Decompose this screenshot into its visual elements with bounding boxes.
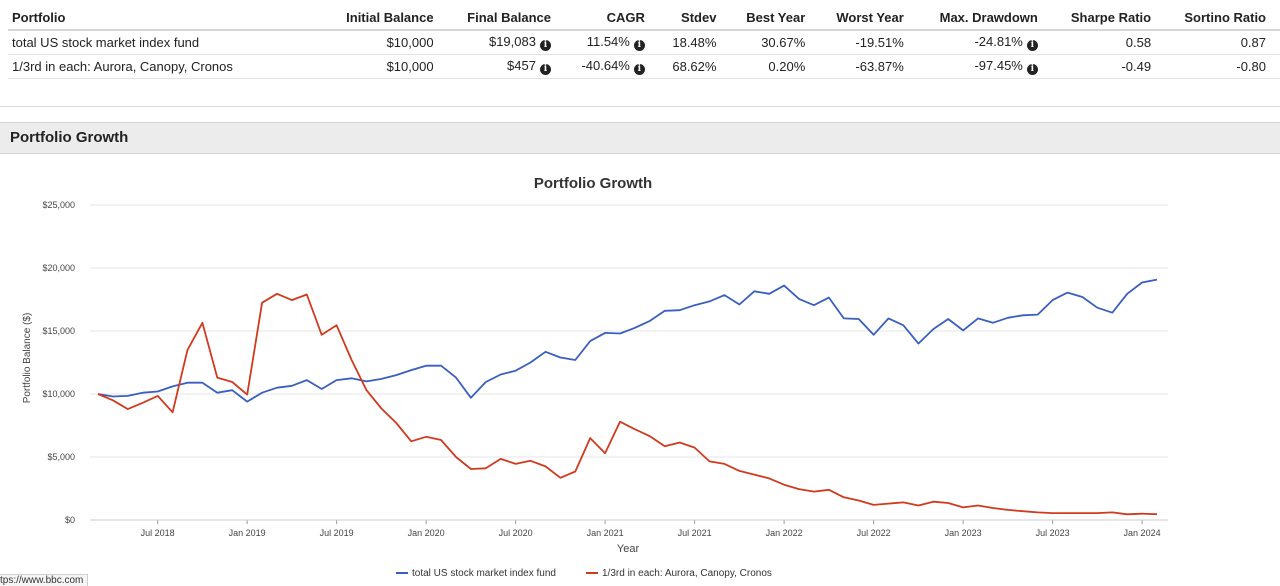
section-divider <box>0 106 1280 107</box>
header-stdev[interactable]: Stdev <box>658 6 731 31</box>
cagr-value: 11.54% <box>586 34 630 49</box>
y-tick-label: $10,000 <box>42 389 75 399</box>
series-line-1[interactable] <box>97 278 1158 403</box>
x-tick-label: Jul 2018 <box>141 528 175 538</box>
cell-initial-balance: $10,000 <box>326 54 448 79</box>
cell-worst-year: -63.87% <box>819 54 918 79</box>
y-tick-label: $5,000 <box>47 452 75 462</box>
status-bar-url: tps://www.bbc.com <box>0 574 89 586</box>
cell-cagr: 11.54% i <box>564 30 659 55</box>
x-tick-label: Jul 2020 <box>499 528 533 538</box>
header-best-year[interactable]: Best Year <box>730 6 820 31</box>
chart-title: Portfolio Growth <box>534 175 652 192</box>
x-axis-ticks: Jul 2018 Jan 2019 Jul 2019 Jan 2020 Jul 2020… <box>90 519 1168 538</box>
header-max-drawdown[interactable]: Max. Drawdown <box>917 6 1052 31</box>
cell-final-balance: $19,083 i <box>447 30 565 55</box>
cell-stdev: 68.62% <box>658 54 731 79</box>
x-axis-label: Year <box>617 543 640 555</box>
cell-final-balance: $457 i <box>447 54 565 79</box>
cagr-value: -40.64% <box>581 58 630 73</box>
info-circle-icon[interactable]: i <box>1026 64 1038 75</box>
portfolio-summary-table: Portfolio Initial Balance Final Balance … <box>8 6 1280 79</box>
table-header-row: Portfolio Initial Balance Final Balance … <box>8 6 1280 31</box>
section-title: Portfolio Growth <box>10 129 129 146</box>
portfolio-growth-chart: Portfolio Growth $0$5,000$10,000$15,000$… <box>22 175 1168 579</box>
info-circle-icon[interactable]: i <box>633 40 645 51</box>
cell-initial-balance: $10,000 <box>326 30 448 55</box>
y-axis-label: Portfolio Balance ($) <box>22 313 33 404</box>
table-row: 1/3rd in each: Aurora, Canopy, Cronos $1… <box>8 54 1280 79</box>
series-line-2[interactable] <box>97 292 1158 516</box>
x-tick-label: Jan 2019 <box>229 528 266 538</box>
x-tick-label: Jan 2020 <box>408 528 445 538</box>
cell-sharpe-ratio: -0.49 <box>1051 54 1166 79</box>
max-drawdown-value: -24.81% <box>974 34 1023 49</box>
info-circle-icon[interactable]: i <box>539 64 551 75</box>
x-tick-label: Jan 2023 <box>945 528 982 538</box>
info-circle-icon[interactable]: i <box>633 64 645 75</box>
section-header: Portfolio Growth <box>0 122 1280 154</box>
cell-worst-year: -19.51% <box>819 30 918 55</box>
header-cagr[interactable]: CAGR <box>564 6 659 31</box>
legend-item-label[interactable]: total US stock market index fund <box>412 568 556 579</box>
cell-max-drawdown: -24.81% i <box>917 30 1052 55</box>
series-lines <box>97 278 1158 516</box>
y-tick-label: $15,000 <box>42 326 75 336</box>
y-axis-ticks: $0 $5,000 $10,000 $15,000 $20,000 $25,000 <box>42 200 75 525</box>
x-tick-label: Jul 2021 <box>678 528 712 538</box>
x-tick-label: Jul 2023 <box>1036 528 1070 538</box>
info-circle-icon[interactable]: i <box>1026 40 1038 51</box>
header-sortino-ratio[interactable]: Sortino Ratio <box>1165 6 1280 31</box>
x-tick-label: Jan 2024 <box>1124 528 1161 538</box>
header-worst-year[interactable]: Worst Year <box>819 6 918 31</box>
table-row: total US stock market index fund $10,000… <box>8 30 1280 55</box>
cell-sharpe-ratio: 0.58 <box>1051 30 1166 55</box>
y-tick-label: $25,000 <box>42 200 75 210</box>
chart-legend: total US stock market index fund 1/3rd in… <box>396 568 772 579</box>
cell-portfolio: 1/3rd in each: Aurora, Canopy, Cronos <box>8 54 326 79</box>
header-initial-balance[interactable]: Initial Balance <box>326 6 448 31</box>
x-tick-label: Jul 2022 <box>857 528 891 538</box>
header-sharpe-ratio[interactable]: Sharpe Ratio <box>1051 6 1166 31</box>
cell-best-year: 0.20% <box>730 54 820 79</box>
cell-max-drawdown: -97.45% i <box>917 54 1052 79</box>
max-drawdown-value: -97.45% <box>974 58 1023 73</box>
header-final-balance[interactable]: Final Balance <box>447 6 565 31</box>
header-portfolio[interactable]: Portfolio <box>8 6 326 31</box>
cell-stdev: 18.48% <box>658 30 731 55</box>
legend-item-label[interactable]: 1/3rd in each: Aurora, Canopy, Cronos <box>602 568 772 579</box>
y-tick-label: $20,000 <box>42 263 75 273</box>
x-tick-label: Jan 2022 <box>766 528 803 538</box>
cell-sortino-ratio: -0.80 <box>1165 54 1280 79</box>
cell-best-year: 30.67% <box>730 30 820 55</box>
x-tick-label: Jul 2019 <box>320 528 354 538</box>
cell-cagr: -40.64% i <box>564 54 659 79</box>
final-balance-value: $19,083 <box>488 34 536 49</box>
x-tick-label: Jan 2021 <box>587 528 624 538</box>
final-balance-value: $457 <box>507 58 536 73</box>
info-circle-icon[interactable]: i <box>539 40 551 51</box>
cell-portfolio: total US stock market index fund <box>8 30 326 55</box>
y-tick-label: $0 <box>65 515 75 525</box>
cell-sortino-ratio: 0.87 <box>1165 30 1280 55</box>
